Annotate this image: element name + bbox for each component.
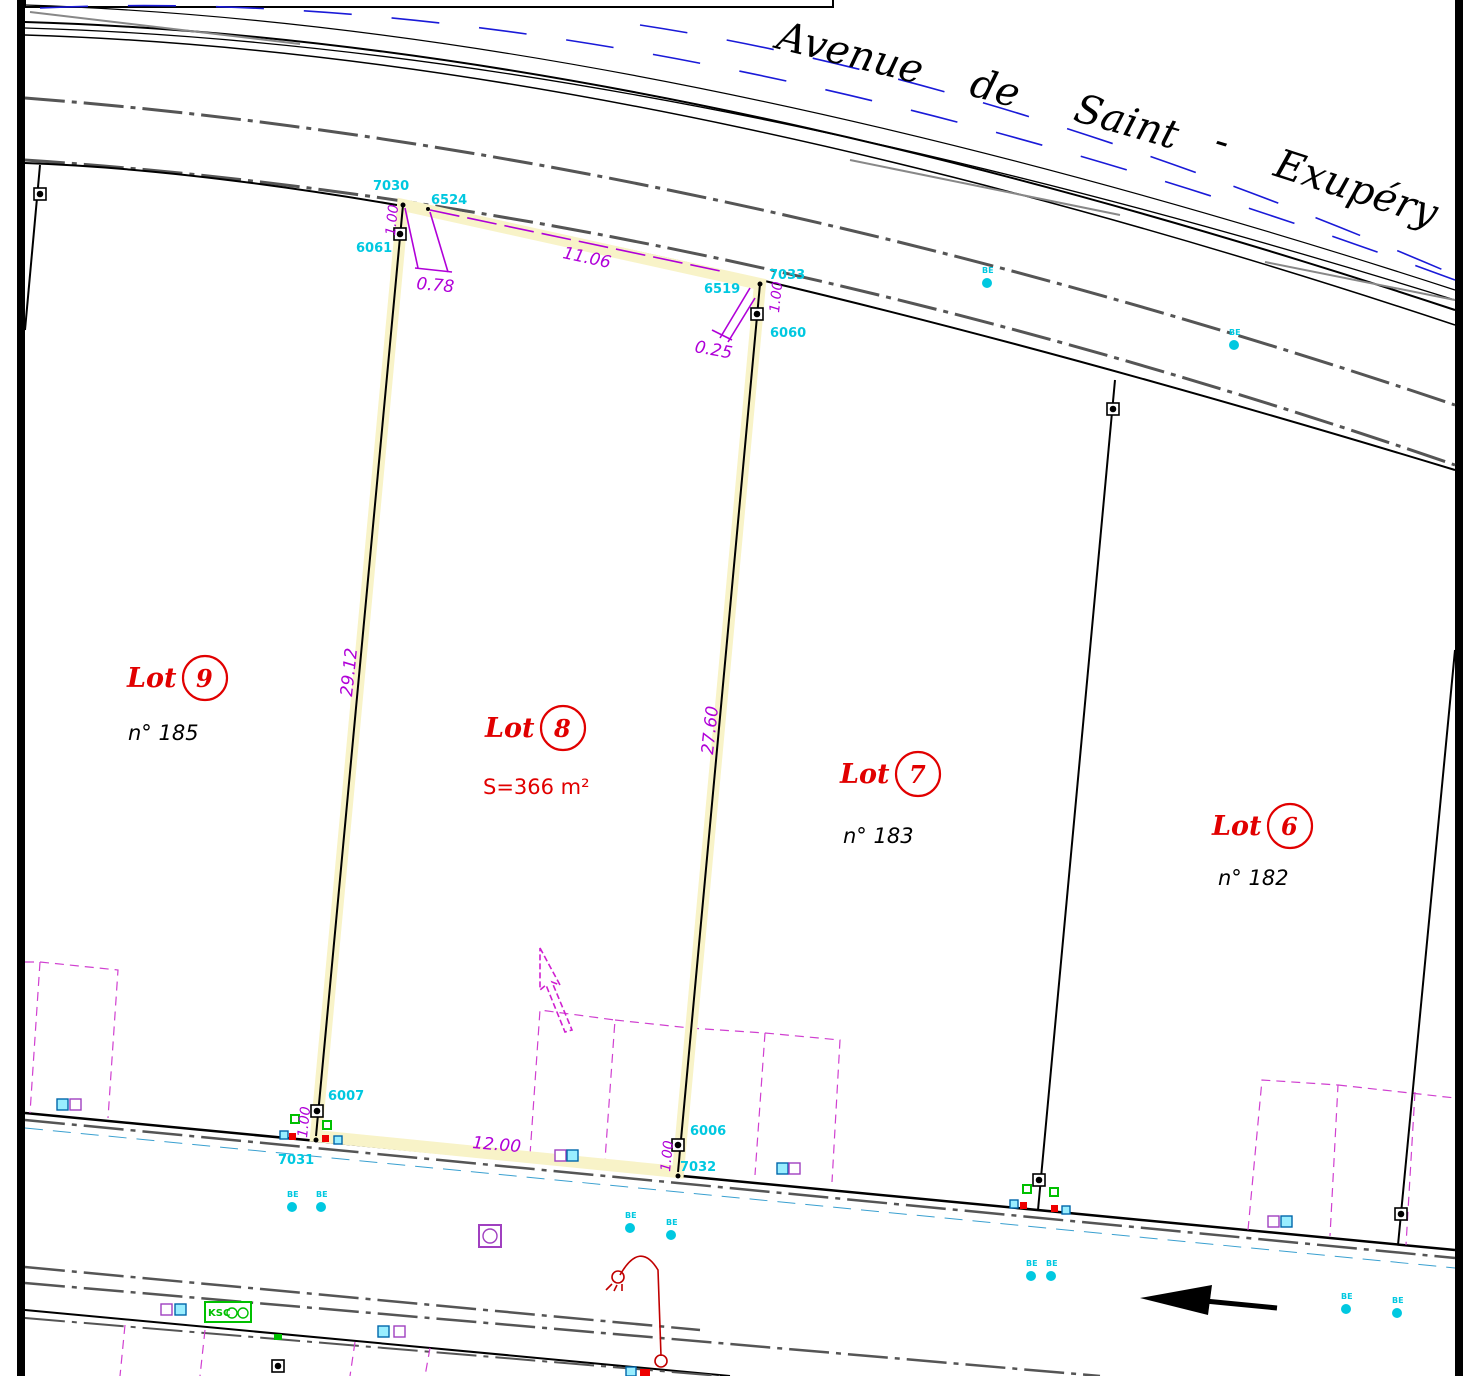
point-7031: 7031 [278, 1153, 314, 1168]
street-lamp-icon [605, 1255, 668, 1368]
lot-8-circle [539, 704, 587, 752]
manhole-circle [482, 1228, 498, 1244]
lot-9-label: Lot 9 n° 185 [126, 654, 229, 745]
network-boxes [56, 1098, 1293, 1376]
building-footprints [25, 961, 1456, 1376]
point-6060: 6060 [770, 326, 806, 341]
lot-7-title: Lot [839, 759, 890, 790]
point-6519: 6519 [704, 282, 740, 297]
utility-box [554, 1149, 579, 1162]
lot-7-circle [894, 750, 942, 798]
lot-7-label: Lot 7 n° 183 [839, 750, 942, 848]
lot-6-number: 6 [1281, 812, 1298, 841]
point-7032: 7032 [680, 1160, 716, 1175]
point-7030: 7030 [373, 179, 409, 194]
dim-n1-br: 1.00 [658, 1140, 677, 1173]
be-valve-icon: BE [316, 1190, 328, 1212]
svg-text:BE: BE [625, 1211, 637, 1220]
lot-8-title: Lot [484, 713, 535, 744]
street-word-de: de [965, 60, 1025, 117]
be-valve-icon: BE [982, 266, 994, 288]
svg-text:BE: BE [316, 1190, 328, 1199]
be-valve-icon: BE [666, 1218, 678, 1240]
lot-9-title: Lot [126, 663, 177, 694]
point-ids: 7030 6524 6061 7033 6519 6060 6007 7031 … [278, 179, 806, 1175]
be-valve-icon: BE [625, 1211, 637, 1233]
utility-box [160, 1303, 187, 1316]
lot-9-circle [181, 654, 229, 702]
svg-text:BE: BE [666, 1218, 678, 1227]
svg-text:BE: BE [1392, 1296, 1404, 1305]
lot-6-circle [1266, 802, 1314, 850]
point-6007: 6007 [328, 1089, 364, 1104]
lot-7-number: 7 [909, 760, 926, 789]
be-valve-icon: BE [1341, 1292, 1353, 1314]
corner-dots [313, 202, 763, 1179]
lot-6-label: Lot 6 n° 182 [1211, 802, 1314, 890]
lot-6-parcel: n° 182 [1218, 866, 1289, 890]
orientation-arrow [539, 947, 574, 1033]
dim-n1-bl: 1.00 [295, 1106, 314, 1139]
frame-right [1455, 0, 1463, 1376]
lot-8-number: 8 [553, 714, 571, 743]
be-valve-icon: BE [1026, 1259, 1038, 1281]
street-word-saint: Saint [1069, 85, 1184, 159]
frame-left [17, 0, 25, 1376]
svg-text:BE: BE [982, 266, 994, 275]
be-valve-icon: BE [1229, 328, 1241, 350]
lot-8-area: S=366 m² [483, 775, 590, 799]
dim-n1-tl: 1.00 [383, 204, 402, 237]
survey-markers [33, 187, 1408, 1373]
street-word-dash: - [1209, 118, 1235, 166]
lower-road [24, 1111, 1456, 1376]
traffic-direction-arrow [1140, 1285, 1278, 1315]
dim-n1-tr: 1.00 [767, 281, 786, 314]
water-valves: BE BE BE BE BE BE BE BE BE BE [287, 266, 1404, 1318]
svg-text:BE: BE [1341, 1292, 1353, 1301]
lot-7-parcel: n° 183 [843, 824, 914, 848]
lot-boundaries [24, 164, 1456, 1246]
be-valve-icon: BE [1392, 1296, 1404, 1318]
ksc-label: KSC [208, 1308, 230, 1319]
ksc-cabinet: KSC [204, 1301, 252, 1323]
utility-box [1267, 1215, 1293, 1228]
svg-text:BE: BE [1046, 1259, 1058, 1268]
lot-9-parcel: n° 185 [128, 721, 199, 745]
lot-6-title: Lot [1211, 811, 1262, 842]
dim-offset-tl: 0.78 [416, 274, 456, 297]
lot-9-number: 9 [196, 664, 213, 693]
point-6006: 6006 [690, 1124, 726, 1139]
street-word-exupery: Exupéry [1268, 140, 1445, 237]
be-valve-icon: BE [287, 1190, 299, 1212]
svg-text:BE: BE [287, 1190, 299, 1199]
utility-box [377, 1325, 406, 1338]
utility-box [776, 1162, 801, 1175]
point-7033: 7033 [769, 268, 805, 283]
lot-8-label: Lot 8 S=366 m² [483, 704, 590, 799]
point-6524: 6524 [431, 193, 467, 208]
be-valve-icon: BE [1046, 1259, 1058, 1281]
dimension-lines [404, 207, 756, 343]
svg-text:BE: BE [1229, 328, 1241, 337]
point-6061: 6061 [356, 241, 392, 256]
svg-text:BE: BE [1026, 1259, 1038, 1268]
connection-boxes [274, 1114, 1071, 1376]
utility-box [56, 1098, 82, 1111]
manhole-square [478, 1224, 502, 1248]
street-word-avenue: Avenue [769, 12, 928, 94]
avenue-road [24, 4, 1456, 471]
dim-bottom: 12.00 [472, 1133, 522, 1157]
title-box-edge [24, 0, 834, 8]
